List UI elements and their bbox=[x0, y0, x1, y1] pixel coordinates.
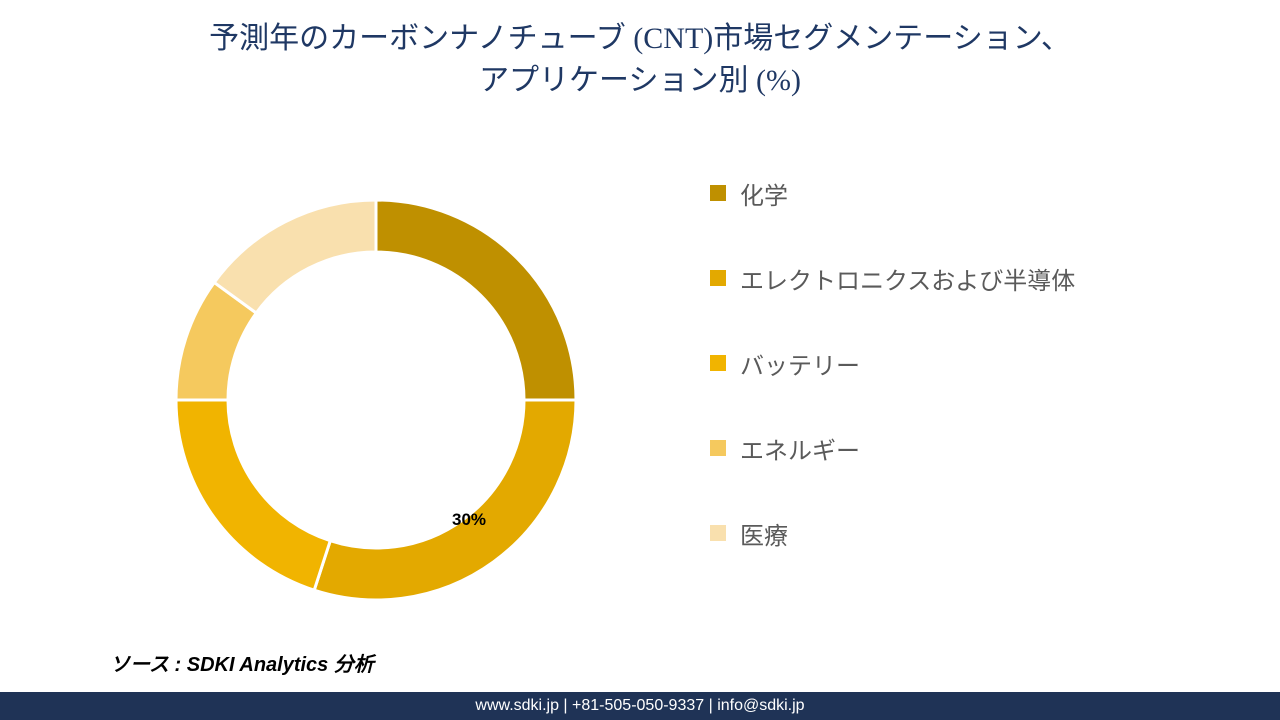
donut-slice bbox=[376, 200, 576, 400]
donut-slice bbox=[214, 200, 376, 313]
legend-label: 医療 bbox=[740, 516, 788, 551]
legend-item: エネルギー bbox=[710, 435, 1075, 461]
legend-label: エレクトロニクスおよび半導体 bbox=[740, 261, 1075, 296]
legend-item: バッテリー bbox=[710, 350, 1075, 376]
donut-slice bbox=[314, 400, 576, 600]
title-line-1: 予測年のカーボンナノチューブ (CNT)市場セグメンテーション、 bbox=[0, 18, 1280, 60]
footer-bar: www.sdki.jp | +81-505-050-9337 | info@sd… bbox=[0, 692, 1280, 720]
chart-legend: 化学エレクトロニクスおよび半導体バッテリーエネルギー医療 bbox=[710, 180, 1075, 546]
legend-swatch bbox=[710, 185, 726, 201]
legend-swatch bbox=[710, 440, 726, 456]
legend-item: 医療 bbox=[710, 520, 1075, 546]
legend-item: エレクトロニクスおよび半導体 bbox=[710, 265, 1075, 291]
legend-label: エネルギー bbox=[740, 431, 860, 466]
source-text: ソース : SDKI Analytics 分析 bbox=[110, 648, 374, 677]
slice-value-label: 30% bbox=[452, 510, 486, 530]
legend-swatch bbox=[710, 355, 726, 371]
chart-title: 予測年のカーボンナノチューブ (CNT)市場セグメンテーション、 アプリケーショ… bbox=[0, 18, 1280, 102]
footer-text: www.sdki.jp | +81-505-050-9337 | info@sd… bbox=[475, 697, 804, 714]
legend-swatch bbox=[710, 525, 726, 541]
legend-label: 化学 bbox=[740, 176, 788, 211]
legend-item: 化学 bbox=[710, 180, 1075, 206]
donut-chart: 30% bbox=[166, 190, 586, 610]
title-line-2: アプリケーション別 (%) bbox=[0, 60, 1280, 102]
legend-label: バッテリー bbox=[740, 346, 860, 381]
donut-svg bbox=[166, 190, 586, 610]
legend-swatch bbox=[710, 270, 726, 286]
donut-slice bbox=[176, 400, 330, 590]
